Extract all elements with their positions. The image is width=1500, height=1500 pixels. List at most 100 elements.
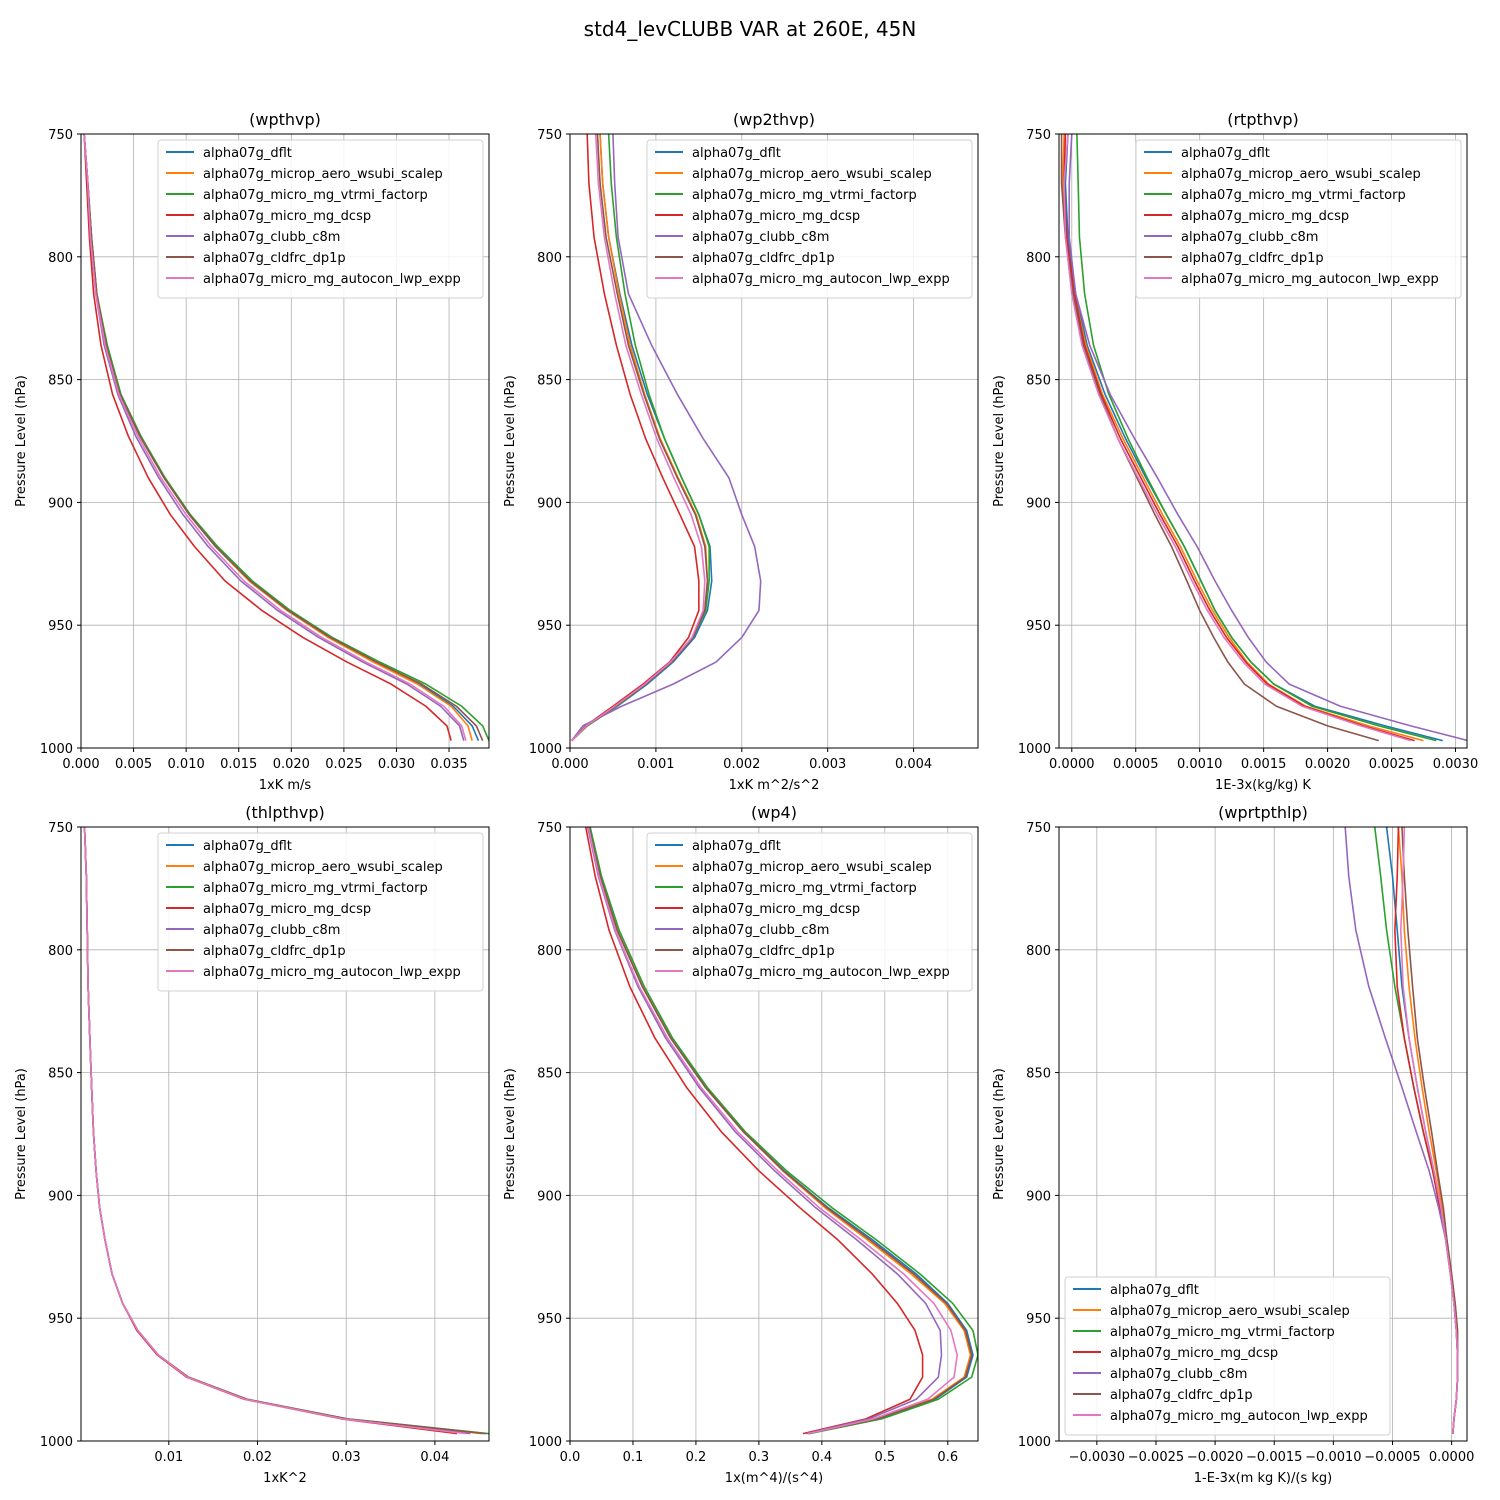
x-tick-label: 0.0	[560, 1450, 581, 1465]
y-tick-label: 900	[1026, 496, 1051, 511]
y-tick-label: 1000	[40, 742, 73, 757]
y-tick-label: 900	[537, 496, 562, 511]
panel-title: (wpthvp)	[249, 110, 321, 129]
x-tick-label: 0.003	[809, 757, 846, 772]
legend-entry: alpha07g_cldfrc_dp1p	[692, 944, 835, 959]
series-line-alpha07g_dflt	[1385, 827, 1459, 1434]
legend-entry: alpha07g_dflt	[692, 146, 781, 161]
axes-frame	[80, 826, 490, 1442]
legend-entry: alpha07g_dflt	[203, 146, 292, 161]
y-tick-label: 900	[48, 1189, 73, 1204]
x-tick-label: 0.2	[686, 1450, 707, 1465]
legend-entry: alpha07g_micro_mg_vtrmi_factorp	[203, 188, 428, 203]
legend-entry: alpha07g_dflt	[1110, 1283, 1199, 1298]
legend-entry: alpha07g_micro_mg_vtrmi_factorp	[692, 881, 917, 896]
series-line-alpha07g_micro_mg_dcsp	[1063, 134, 1415, 742]
y-tick-label: 1000	[529, 742, 562, 757]
panel-title: (wprtpthlp)	[1218, 803, 1308, 822]
x-tick-label: −0.0015	[1246, 1450, 1302, 1465]
x-tick-label: −0.0025	[1128, 1450, 1184, 1465]
x-tick-label: 0.0020	[1305, 757, 1351, 772]
x-tick-label: 0.035	[430, 757, 467, 772]
legend-entry: alpha07g_micro_mg_vtrmi_factorp	[1110, 1325, 1335, 1340]
legend-entry: alpha07g_clubb_c8m	[1181, 230, 1318, 245]
x-tick-label: 0.0010	[1177, 757, 1223, 772]
chart-panel-4: 0.01 0.02 0.03 0.04 750 800 850 900 950 1000 (thlp…	[14, 803, 490, 1486]
chart-panel-3: 0.0000 0.0005 0.0010 0.0015 0.0020 0.0025 0.00…	[992, 110, 1478, 793]
legend: alpha07g_dflt alpha07g_microp_aero_wsubi_…	[157, 832, 484, 992]
y-tick-label: 750	[537, 821, 562, 836]
series-line-alpha07g_micro_mg_autocon_lwp_expp	[83, 134, 467, 741]
x-tick-label: 0.5	[874, 1450, 895, 1465]
series-line-alpha07g_clubb_c8m	[586, 827, 943, 1435]
x-tick-label: 0.010	[168, 757, 205, 772]
y-tick-label: 950	[48, 1312, 73, 1327]
x-tick-label: 0.1	[623, 1450, 644, 1465]
x-tick-label: 0.005	[115, 757, 152, 772]
y-axis-label: Pressure Level (hPa)	[503, 375, 518, 507]
x-tick-label: 0.0030	[1433, 757, 1479, 772]
y-tick-label: 1000	[1018, 742, 1051, 757]
y-tick-label: 1000	[1018, 1435, 1051, 1450]
panel-title: (rtpthvp)	[1227, 110, 1299, 129]
series-group	[1060, 134, 1467, 742]
legend-entry: alpha07g_micro_mg_autocon_lwp_expp	[1110, 1409, 1368, 1424]
y-tick-label: 800	[537, 251, 562, 266]
x-tick-label: 0.015	[220, 757, 257, 772]
series-line-alpha07g_micro_mg_vtrmi_factorp	[589, 827, 978, 1435]
legend-entry: alpha07g_clubb_c8m	[203, 923, 340, 938]
panel-title: (thlpthvp)	[245, 803, 325, 822]
series-line-alpha07g_micro_mg_autocon_lwp_expp	[83, 827, 467, 1435]
legend-entry: alpha07g_clubb_c8m	[692, 923, 829, 938]
y-tick-label: 950	[1026, 1312, 1051, 1327]
axes-frame	[569, 133, 979, 749]
x-tick-label: 0.02	[243, 1450, 272, 1465]
legend: alpha07g_dflt alpha07g_microp_aero_wsubi_…	[1135, 139, 1462, 299]
x-tick-label: −0.0005	[1364, 1450, 1420, 1465]
x-tick-label: 0.0000	[1049, 757, 1095, 772]
x-tick-label: −0.0020	[1187, 1450, 1243, 1465]
legend-entry: alpha07g_cldfrc_dp1p	[203, 251, 346, 266]
legend-entry: alpha07g_clubb_c8m	[692, 230, 829, 245]
legend-box	[1135, 139, 1462, 299]
legend-entry: alpha07g_micro_mg_autocon_lwp_expp	[692, 965, 950, 980]
legend-entry: alpha07g_dflt	[692, 839, 781, 854]
x-axis-label: 1xK m^2/s^2	[729, 778, 820, 793]
legend-entry: alpha07g_microp_aero_wsubi_scalep	[203, 860, 443, 875]
y-tick-label: 800	[48, 944, 73, 959]
series-group	[571, 134, 762, 742]
panel-title: (wp2thvp)	[733, 110, 815, 129]
series-line-alpha07g_micro_mg_autocon_lwp_expp	[1399, 827, 1459, 1434]
x-tick-label: 0.4	[812, 1450, 833, 1465]
series-line-alpha07g_micro_mg_vtrmi_factorp	[1076, 134, 1437, 742]
y-axis-label: Pressure Level (hPa)	[14, 1068, 29, 1200]
y-tick-label: 950	[537, 619, 562, 634]
x-tick-label: 0.0005	[1113, 757, 1159, 772]
legend-entry: alpha07g_micro_mg_vtrmi_factorp	[203, 881, 428, 896]
legend-entry: alpha07g_microp_aero_wsubi_scalep	[692, 167, 932, 182]
legend-box	[157, 139, 484, 299]
y-tick-label: 750	[48, 128, 73, 143]
x-tick-label: 0.002	[723, 757, 760, 772]
series-line-alpha07g_micro_mg_autocon_lwp_expp	[571, 134, 706, 742]
x-axis-label: 1xK m/s	[259, 778, 312, 793]
y-axis-label: Pressure Level (hPa)	[992, 375, 1007, 507]
x-tick-label: 0.0000	[1429, 1450, 1475, 1465]
legend-entry: alpha07g_microp_aero_wsubi_scalep	[1181, 167, 1421, 182]
series-group	[1344, 827, 1459, 1434]
legend-entry: alpha07g_micro_mg_dcsp	[692, 902, 860, 917]
legend-entry: alpha07g_micro_mg_vtrmi_factorp	[1181, 188, 1406, 203]
series-group	[584, 827, 978, 1435]
y-tick-label: 850	[48, 1067, 73, 1082]
series-line-alpha07g_micro_mg_dcsp	[584, 827, 924, 1435]
x-tick-label: 0.030	[378, 757, 415, 772]
y-tick-label: 850	[1026, 1067, 1051, 1082]
axes-frame	[80, 133, 490, 749]
legend-entry: alpha07g_micro_mg_autocon_lwp_expp	[692, 272, 950, 287]
y-tick-label: 900	[1026, 1189, 1051, 1204]
legend-entry: alpha07g_microp_aero_wsubi_scalep	[692, 860, 932, 875]
x-tick-label: 0.025	[325, 757, 362, 772]
series-line-alpha07g_cldfrc_dp1p	[83, 134, 484, 741]
x-tick-label: 0.000	[551, 757, 588, 772]
